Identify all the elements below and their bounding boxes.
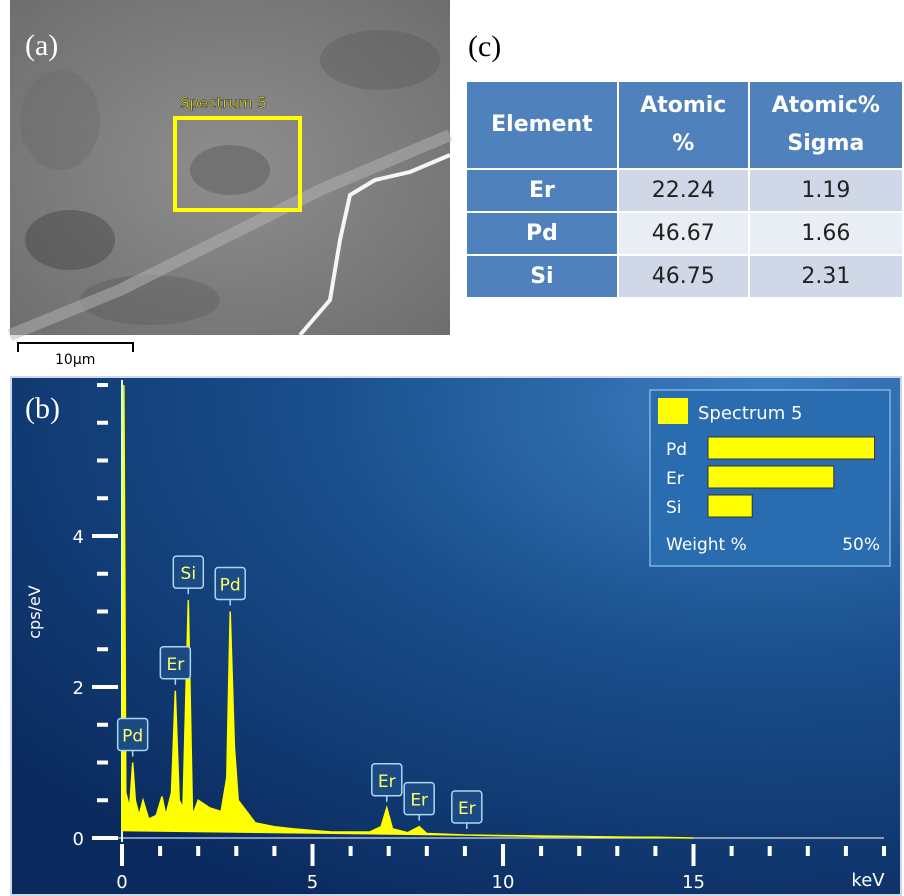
annotation-label: Si [181,564,197,584]
y-axis-label: cps/eV [25,585,44,639]
annotation-label: Er [410,791,428,811]
panel-label: (b) [25,392,60,425]
header-cell: Element [466,81,618,169]
header-cell: Atomic% Sigma [749,81,903,169]
scale-bar [18,343,133,352]
value-cell: 1.19 [749,169,903,212]
inset-title: Spectrum 5 [698,403,802,424]
panel-label: (a) [25,29,58,62]
table-row: Pd 46.67 1.66 [466,212,903,255]
value-cell: 2.31 [749,255,903,298]
table-row: Er 22.24 1.19 [466,169,903,212]
inset-category: Pd [666,440,687,460]
x-tick-label: 15 [682,872,705,893]
element-cell: Si [466,255,618,298]
value-cell: 46.67 [618,212,749,255]
annotation-label: Er [166,655,184,675]
table-row: Si 46.75 2.31 [466,255,903,298]
value-cell: 46.75 [618,255,749,298]
page: Spectrum 5 (a) 10µm (c) (b) cps/eV keV S… [0,0,904,896]
annotation-label: Er [378,772,396,792]
annotation-label: Er [458,799,476,819]
value-cell: 1.66 [749,212,903,255]
value-cell: 22.24 [618,169,749,212]
header-cell: Atomic % [618,81,749,169]
x-tick-label: 0 [116,872,127,893]
inset-legend: Spectrum 5 Weight % Pd Er Si 50% [650,390,890,566]
roi-label: Spectrum 5 [180,94,267,112]
inset-bar [708,466,834,488]
y-tick-label: 0 [73,829,84,850]
panel-label: (c) [468,30,501,63]
annotation-label: Pd [220,576,241,596]
table-header: Element Atomic % Atomic% Sigma [466,81,903,169]
x-axis-label: keV [851,870,885,891]
y-tick-label: 2 [73,678,84,699]
inset-bar [708,495,752,517]
inset-tick-label: 50% [842,535,880,555]
element-cell: Er [466,169,618,212]
inset-axis-label: Weight % [666,535,747,555]
y-tick-label: 4 [73,527,84,548]
results-table: Element Atomic % Atomic% Sigma Er 22.24 … [465,80,904,299]
inset-swatch [658,398,688,424]
x-tick-label: 5 [307,872,318,893]
inset-category: Er [666,469,684,489]
annotation-label: Pd [122,727,143,747]
inset-category: Si [666,498,682,518]
x-tick-label: 10 [492,872,515,893]
inset-bar [708,437,875,459]
element-cell: Pd [466,212,618,255]
scale-label: 10µm [55,352,95,368]
